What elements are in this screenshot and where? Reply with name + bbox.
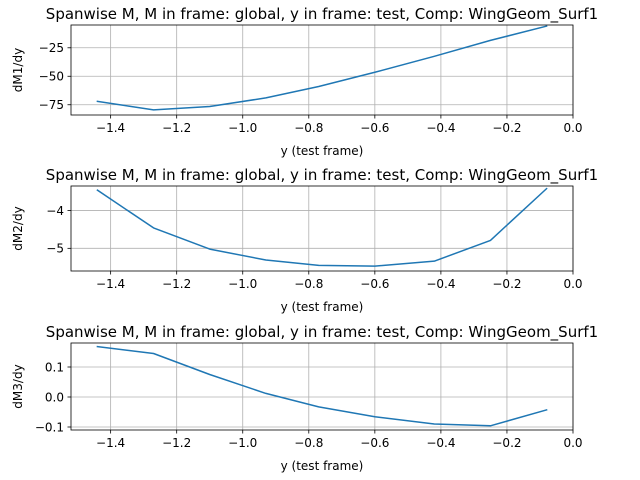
x-tick-label: −0.4 [426, 121, 455, 135]
axes-frame [70, 342, 574, 431]
x-tick-label: −1.4 [96, 121, 125, 135]
subplot-1: −1.4 −1.2 −1.0 −0.8 −0.6 −0.4 −0.2 0.0 −75 −50 −25… [11, 5, 598, 158]
series-line [96, 187, 548, 267]
chart-title: Spanwise M, M in frame: global, y in fra… [46, 166, 598, 185]
series-line [96, 345, 548, 427]
x-tick-label: −0.2 [492, 121, 521, 135]
y-axis-label: dM2/dy [11, 206, 25, 250]
x-tick-label: −0.6 [360, 436, 389, 450]
x-tick-label: −0.2 [492, 436, 521, 450]
axes-frame [70, 24, 574, 116]
subplot-3: −1.4 −1.2 −1.0 −0.8 −0.6 −0.4 −0.2 0.0 −0.1 0.0 0.… [11, 323, 598, 473]
y-tick-label: −4 [46, 204, 64, 218]
x-tick-label: −0.4 [426, 277, 455, 291]
x-axis-label: y (test frame) [281, 459, 364, 473]
x-tick-label: −0.8 [294, 436, 323, 450]
x-tick-label: −0.8 [294, 121, 323, 135]
y-tick-label: 0.0 [45, 390, 64, 404]
x-tick-label: 0.0 [563, 121, 582, 135]
subplot-2: −1.4 −1.2 −1.0 −0.8 −0.6 −0.4 −0.2 0.0 −5 −4 Spanw… [11, 166, 598, 314]
x-tick-label: −1.2 [162, 436, 191, 450]
chart-title: Spanwise M, M in frame: global, y in fra… [46, 323, 598, 342]
y-axis-label: dM1/dy [11, 48, 25, 92]
x-tick-label: −0.8 [294, 277, 323, 291]
series-line [96, 25, 548, 111]
axes-frame [70, 185, 574, 272]
x-tick-label: −0.4 [426, 436, 455, 450]
y-tick-label: −25 [39, 41, 64, 55]
x-axis-label: y (test frame) [281, 300, 364, 314]
x-tick-label: −1.0 [228, 436, 257, 450]
x-tick-label: −1.2 [162, 277, 191, 291]
y-tick-label: −5 [46, 242, 64, 256]
x-tick-label: −1.4 [96, 277, 125, 291]
x-axis-label: y (test frame) [281, 144, 364, 158]
x-tick-label: −1.2 [162, 121, 191, 135]
y-tick-label: 0.1 [45, 360, 64, 374]
x-tick-label: −0.6 [360, 277, 389, 291]
x-tick-label: −1.0 [228, 277, 257, 291]
x-tick-label: 0.0 [563, 277, 582, 291]
x-tick-label: −1.0 [228, 121, 257, 135]
y-tick-label: −0.1 [35, 420, 64, 434]
chart-title: Spanwise M, M in frame: global, y in fra… [46, 5, 598, 24]
y-tick-label: −75 [39, 98, 64, 112]
x-tick-label: −0.6 [360, 121, 389, 135]
y-axis-label: dM3/dy [11, 364, 25, 408]
x-tick-label: −1.4 [96, 436, 125, 450]
y-tick-label: −50 [39, 70, 64, 84]
x-tick-label: −0.2 [492, 277, 521, 291]
x-tick-label: 0.0 [563, 436, 582, 450]
